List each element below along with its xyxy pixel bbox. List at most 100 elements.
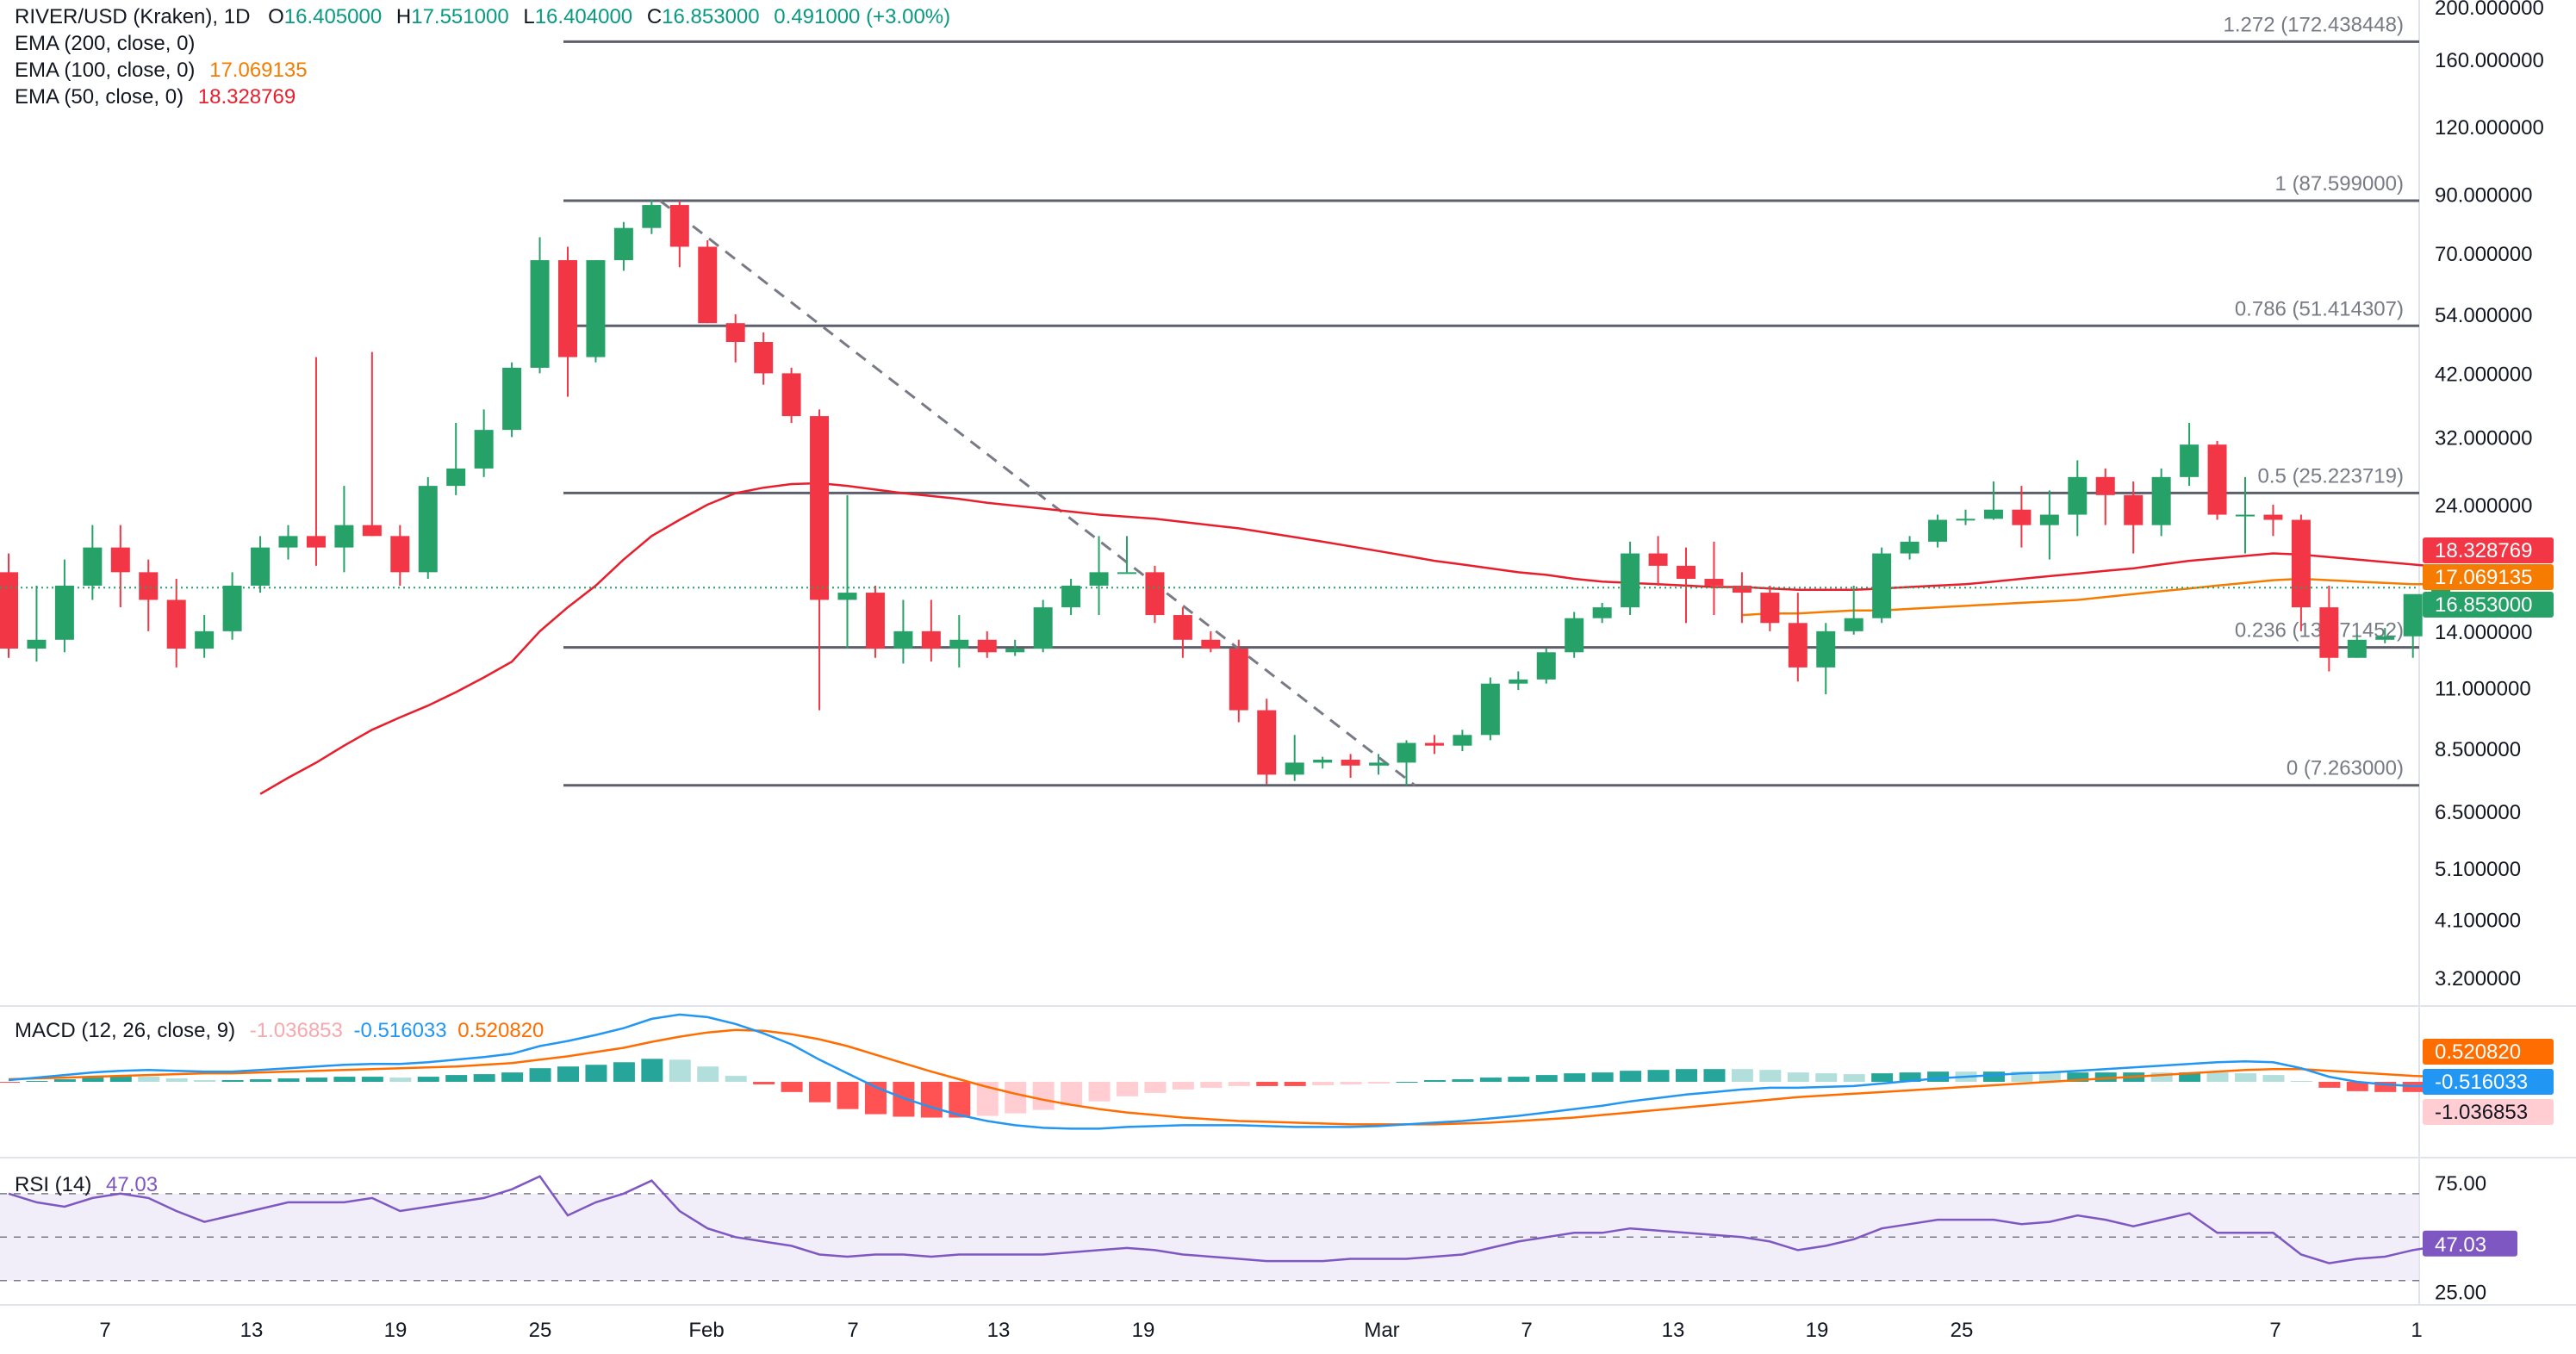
candle	[502, 362, 522, 438]
candle	[754, 332, 774, 385]
candle-body	[2319, 607, 2339, 658]
candle-body	[446, 468, 466, 487]
fib-level-label: 1 (87.599000)	[2275, 172, 2404, 196]
candle-body	[893, 630, 913, 649]
candle	[2151, 468, 2171, 537]
trend-line	[659, 199, 1416, 786]
macd-histogram-bar	[613, 1062, 635, 1082]
candle	[306, 357, 326, 566]
candle	[2012, 486, 2032, 548]
candle-body	[1061, 585, 1081, 608]
macd-legend[interactable]: MACD (12, 26, close, 9) -1.036853 -0.516…	[15, 1019, 544, 1043]
candle-body	[2180, 444, 2200, 477]
candle	[530, 237, 550, 374]
candle	[1928, 514, 1948, 548]
candle-body	[1173, 615, 1192, 640]
candle-body	[2431, 587, 2451, 594]
candle	[1900, 536, 1920, 560]
study-ema50[interactable]: EMA (50, close, 0) 18.328769	[15, 84, 950, 110]
ema50-line	[259, 481, 2469, 795]
macd-histogram-bar	[1200, 1082, 1223, 1088]
candle	[1313, 756, 1333, 769]
candle	[1117, 536, 1136, 575]
macd-histogram-bar	[2318, 1082, 2341, 1088]
price-tick: 120.000000	[2435, 116, 2544, 140]
candle-body	[222, 585, 242, 631]
time-tick: 19	[1132, 1319, 1155, 1342]
candle-body	[83, 547, 103, 586]
macd-histogram-bar	[1871, 1073, 1894, 1082]
candle	[362, 351, 382, 537]
macd-histogram-bar	[250, 1079, 272, 1082]
macd-value-box	[2423, 1069, 2554, 1095]
macd-histogram-bar	[194, 1080, 216, 1082]
macd-pane: 0.520820 -0.516033 -1.036853	[0, 1013, 2554, 1130]
candle	[390, 525, 410, 586]
candle-body	[1621, 553, 1640, 608]
candle-body	[1033, 607, 1053, 649]
candle-body	[195, 630, 215, 649]
candle	[1704, 541, 1724, 616]
candle-body	[1117, 572, 1136, 575]
macd-histogram-bar	[1452, 1079, 1474, 1082]
macd-histogram-bar	[1368, 1082, 1391, 1084]
rsi-legend[interactable]: RSI (14) 47.03	[15, 1173, 158, 1197]
candle	[1257, 699, 1277, 785]
candle-body	[2095, 476, 2115, 495]
price-tick: 3.200000	[2435, 967, 2521, 991]
price-tick: 200.000000	[2435, 0, 2544, 20]
fib-level-label: 1.272 (172.438448)	[2223, 13, 2404, 36]
macd-histogram-bar	[1088, 1082, 1111, 1102]
candle	[1285, 735, 1304, 781]
study-value: 17.069135	[209, 59, 308, 82]
study-ema200[interactable]: EMA (200, close, 0)	[15, 30, 950, 57]
macd-histogram-bar	[1172, 1082, 1194, 1090]
study-ema100[interactable]: EMA (100, close, 0) 17.069135	[15, 57, 950, 84]
candle	[1621, 541, 1640, 616]
candle-body	[865, 593, 885, 649]
candle-body	[977, 639, 997, 653]
candle-body	[1089, 572, 1109, 586]
candle	[222, 572, 242, 640]
candle-body	[166, 599, 186, 649]
price-tick: 160.000000	[2435, 49, 2544, 72]
macd-histogram-bar	[669, 1059, 691, 1082]
macd-histogram-bar	[1423, 1080, 1446, 1082]
macd-value-box	[2423, 1039, 2554, 1065]
macd-signal-value: 0.520820	[457, 1019, 544, 1042]
symbol-title[interactable]: RIVER/USD (Kraken), 1D	[15, 5, 251, 28]
fib-level-label: 0.786 (51.414307)	[2235, 297, 2404, 320]
dashed-trend-line	[659, 199, 1416, 786]
macd-histogram-bar	[389, 1078, 412, 1082]
high-value: 17.551000	[411, 5, 509, 28]
macd-histogram-bar	[1647, 1070, 1670, 1082]
candle	[195, 615, 215, 658]
candle-body	[1816, 630, 1836, 668]
candle-body	[613, 227, 633, 261]
time-tick: 7	[1521, 1319, 1532, 1342]
macd-histogram-bar	[1117, 1082, 1138, 1096]
price-tick: 4.100000	[2435, 910, 2521, 933]
macd-histogram-bar	[837, 1082, 859, 1109]
macd-histogram-bar	[1815, 1073, 1838, 1082]
candle	[1648, 536, 1668, 586]
macd-histogram-bar	[221, 1080, 244, 1082]
candle	[2403, 593, 2423, 658]
macd-histogram-bar	[1005, 1082, 1027, 1114]
candle	[1956, 509, 1976, 525]
macd-histogram-bar	[361, 1077, 383, 1082]
candle	[2124, 481, 2144, 554]
candle-body	[530, 260, 550, 368]
time-axis: 7 13 19 25 Feb 7 13 19 Mar 7 13 19 25 7 1	[99, 1319, 2422, 1342]
macd-histogram-bar	[1032, 1082, 1055, 1110]
candle-body	[1983, 509, 2003, 519]
candle	[2095, 468, 2115, 525]
study-label: EMA (200, close, 0)	[15, 32, 196, 55]
candle-body	[1341, 760, 1360, 766]
time-tick: Mar	[1364, 1319, 1399, 1342]
candle	[1005, 639, 1025, 656]
macd-value-text: 0.520820	[2435, 1040, 2521, 1064]
rsi-line	[8, 1175, 2469, 1264]
